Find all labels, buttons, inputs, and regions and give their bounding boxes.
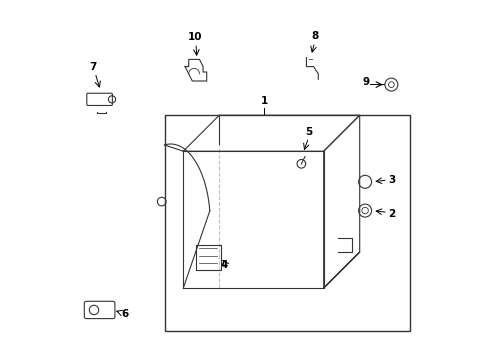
Text: 9: 9 [362, 77, 369, 87]
Circle shape [361, 207, 367, 214]
Text: 7: 7 [89, 62, 96, 72]
Text: 5: 5 [305, 127, 311, 137]
Text: 10: 10 [187, 32, 202, 42]
Text: 6: 6 [121, 309, 128, 319]
Text: 8: 8 [310, 31, 318, 41]
FancyBboxPatch shape [84, 301, 115, 319]
FancyBboxPatch shape [87, 93, 112, 105]
Bar [165, 115, 409, 331]
Text: 1: 1 [260, 96, 267, 106]
Text: 4: 4 [220, 260, 227, 270]
Text: 2: 2 [387, 209, 395, 219]
Text: 3: 3 [387, 175, 395, 185]
